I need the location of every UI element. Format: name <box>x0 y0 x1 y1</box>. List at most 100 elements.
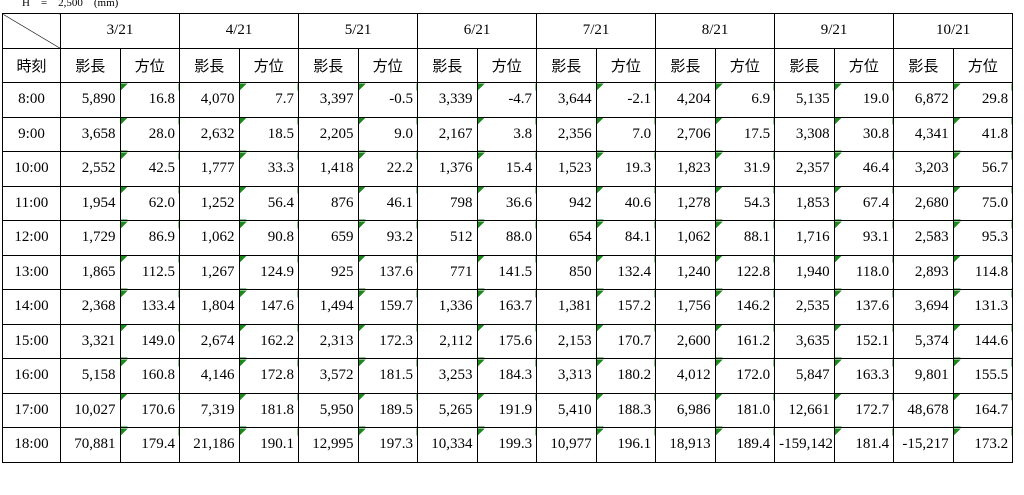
azimuth-cell: 9.0 <box>357 116 419 152</box>
azimuth-cell: 84.1 <box>595 220 657 256</box>
length-cell: 7,319 <box>179 392 240 428</box>
header-row: 時刻 影長 方位 影長 方位 影長 方位 影長 方位 影長 方位 影長 方位 影長 方位 影長 方位 <box>2 47 1014 83</box>
length-cell: 5,410 <box>536 392 597 428</box>
azimuth-cell: 18.5 <box>238 116 300 152</box>
time-cell: 14:00 <box>2 289 61 325</box>
length-cell: 2,583 <box>893 220 954 256</box>
column-header: 方位 <box>714 47 776 83</box>
length-cell: 1,940 <box>774 254 835 290</box>
azimuth-cell: 16.8 <box>119 82 181 118</box>
azimuth-cell: 161.2 <box>714 323 776 359</box>
column-header: 方位 <box>357 47 419 83</box>
data-row: 18:00 70,881 179.4 21,186 190.1 12,995 197.3 10… <box>2 427 1014 463</box>
azimuth-cell: 19.0 <box>833 82 895 118</box>
azimuth-cell: 181.5 <box>357 358 419 394</box>
azimuth-cell: 160.8 <box>119 358 181 394</box>
azimuth-cell: 36.6 <box>476 185 538 221</box>
data-row: 12:00 1,729 86.9 1,062 90.8 659 93.2 512 88.0 654… <box>2 220 1014 256</box>
azimuth-cell: 54.3 <box>714 185 776 221</box>
data-row: 11:00 1,954 62.0 1,252 56.4 876 46.1 798 36.6 942… <box>2 185 1014 221</box>
azimuth-cell: 179.4 <box>119 427 181 463</box>
azimuth-cell: 7.7 <box>238 82 300 118</box>
azimuth-cell: 196.1 <box>595 427 657 463</box>
length-cell: 771 <box>417 254 478 290</box>
column-header: 方位 <box>119 47 181 83</box>
length-cell: 1,336 <box>417 289 478 325</box>
azimuth-cell: 29.8 <box>952 82 1014 118</box>
time-cell: 13:00 <box>2 254 61 290</box>
length-cell: 4,146 <box>179 358 240 394</box>
time-cell: 16:00 <box>2 358 61 394</box>
length-cell: 2,167 <box>417 116 478 152</box>
azimuth-cell: 172.3 <box>357 323 419 359</box>
time-cell: 17:00 <box>2 392 61 428</box>
length-cell: 1,954 <box>60 185 121 221</box>
azimuth-cell: 152.1 <box>833 323 895 359</box>
azimuth-cell: 22.2 <box>357 151 419 187</box>
azimuth-cell: 170.7 <box>595 323 657 359</box>
corner-cell <box>2 13 61 49</box>
azimuth-cell: 199.3 <box>476 427 538 463</box>
azimuth-cell: 141.5 <box>476 254 538 290</box>
azimuth-cell: 189.5 <box>357 392 419 428</box>
date-header: 5/21 <box>298 13 419 49</box>
length-cell: 876 <box>298 185 359 221</box>
azimuth-cell: 42.5 <box>119 151 181 187</box>
length-cell: 6,986 <box>655 392 716 428</box>
length-cell: 3,694 <box>893 289 954 325</box>
length-cell: 2,356 <box>536 116 597 152</box>
azimuth-cell: 181.4 <box>833 427 895 463</box>
time-cell: 8:00 <box>2 82 61 118</box>
length-cell: 3,572 <box>298 358 359 394</box>
azimuth-cell: 41.8 <box>952 116 1014 152</box>
length-cell: 10,977 <box>536 427 597 463</box>
length-cell: 3,644 <box>536 82 597 118</box>
length-cell: 5,265 <box>417 392 478 428</box>
azimuth-cell: 90.8 <box>238 220 300 256</box>
date-header: 3/21 <box>59 13 181 49</box>
azimuth-cell: 124.9 <box>238 254 300 290</box>
data-row: 15:00 3,321 149.0 2,674 162.2 2,313 172.3 2,112… <box>2 323 1014 359</box>
azimuth-cell: 40.6 <box>595 185 657 221</box>
length-cell: 1,252 <box>179 185 240 221</box>
length-cell: 1,729 <box>60 220 121 256</box>
column-header: 影長 <box>179 47 240 83</box>
length-cell: 512 <box>417 220 478 256</box>
date-row: 3/21 4/21 5/21 6/21 7/21 8/21 9/21 10/21 <box>2 13 1014 49</box>
column-header: 影長 <box>536 47 597 83</box>
data-row: 9:00 3,658 28.0 2,632 18.5 2,205 9.0 2,167 3.8 2,… <box>2 116 1014 152</box>
azimuth-cell: 191.9 <box>476 392 538 428</box>
azimuth-cell: 17.5 <box>714 116 776 152</box>
azimuth-cell: 88.0 <box>476 220 538 256</box>
length-cell: 2,535 <box>774 289 835 325</box>
shadow-table: 3/21 4/21 5/21 6/21 7/21 8/21 9/21 10/21 時刻 影長 方位影… <box>2 13 1014 463</box>
column-header: 時刻 <box>2 47 61 83</box>
azimuth-cell: 149.0 <box>119 323 181 359</box>
length-cell: 2,674 <box>179 323 240 359</box>
column-header: 方位 <box>476 47 538 83</box>
length-cell: 1,823 <box>655 151 716 187</box>
length-cell: 4,204 <box>655 82 716 118</box>
length-cell: 12,995 <box>298 427 359 463</box>
length-cell: 2,552 <box>60 151 121 187</box>
azimuth-cell: -4.7 <box>476 82 538 118</box>
date-header: 9/21 <box>774 13 895 49</box>
length-cell: 925 <box>298 254 359 290</box>
column-header: 方位 <box>952 47 1014 83</box>
azimuth-cell: 155.5 <box>952 358 1014 394</box>
azimuth-cell: 46.1 <box>357 185 419 221</box>
length-cell: -159,142 <box>774 427 835 463</box>
length-cell: 2,368 <box>60 289 121 325</box>
length-cell: 3,308 <box>774 116 835 152</box>
azimuth-cell: 157.2 <box>595 289 657 325</box>
length-cell: 1,494 <box>298 289 359 325</box>
length-cell: 3,203 <box>893 151 954 187</box>
length-cell: 2,632 <box>179 116 240 152</box>
data-row: 13:00 1,865 112.5 1,267 124.9 925 137.6 771 141.… <box>2 254 1014 290</box>
azimuth-cell: 162.2 <box>238 323 300 359</box>
length-cell: 1,756 <box>655 289 716 325</box>
data-row: 14:00 2,368 133.4 1,804 147.6 1,494 159.7 1,336… <box>2 289 1014 325</box>
azimuth-cell: 93.2 <box>357 220 419 256</box>
azimuth-cell: 180.2 <box>595 358 657 394</box>
